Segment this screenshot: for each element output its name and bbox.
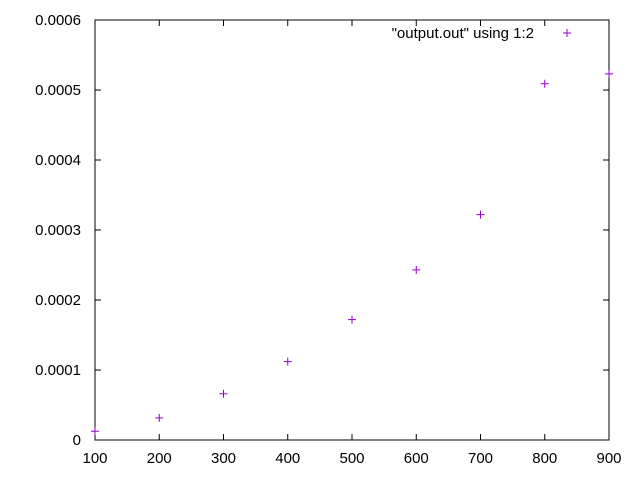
- y-tick-label: 0.0004: [35, 152, 81, 169]
- data-point: [476, 210, 485, 219]
- y-tick-label: 0.0001: [35, 362, 81, 379]
- y-tick-label: 0.0005: [35, 82, 81, 99]
- data-point: [348, 315, 356, 324]
- x-tick-label: 900: [596, 450, 621, 467]
- x-tick-label: 500: [339, 450, 364, 467]
- y-tick-label: 0.0002: [35, 292, 81, 309]
- data-point: [412, 265, 421, 274]
- x-tick-label: 200: [147, 450, 172, 467]
- y-tick-label: 0: [73, 432, 81, 449]
- data-point: [91, 427, 99, 436]
- data-point: [219, 389, 228, 398]
- x-tick-label: 400: [275, 450, 300, 467]
- y-tick-label: 0.0003: [35, 222, 81, 239]
- x-tick-label: 600: [404, 450, 429, 467]
- y-tick-label: 0.0006: [35, 12, 81, 29]
- legend-label: "output.out" using 1:2: [392, 25, 534, 42]
- x-tick-label: 800: [532, 450, 557, 467]
- data-point: [605, 69, 613, 78]
- data-point: [283, 357, 292, 366]
- legend-marker: [563, 29, 571, 37]
- x-tick-label: 100: [82, 450, 107, 467]
- x-tick-label: 300: [211, 450, 236, 467]
- plot-frame: [94, 19, 610, 441]
- data-point: [155, 413, 164, 422]
- data-point: [540, 79, 549, 88]
- x-tick-label: 700: [468, 450, 493, 467]
